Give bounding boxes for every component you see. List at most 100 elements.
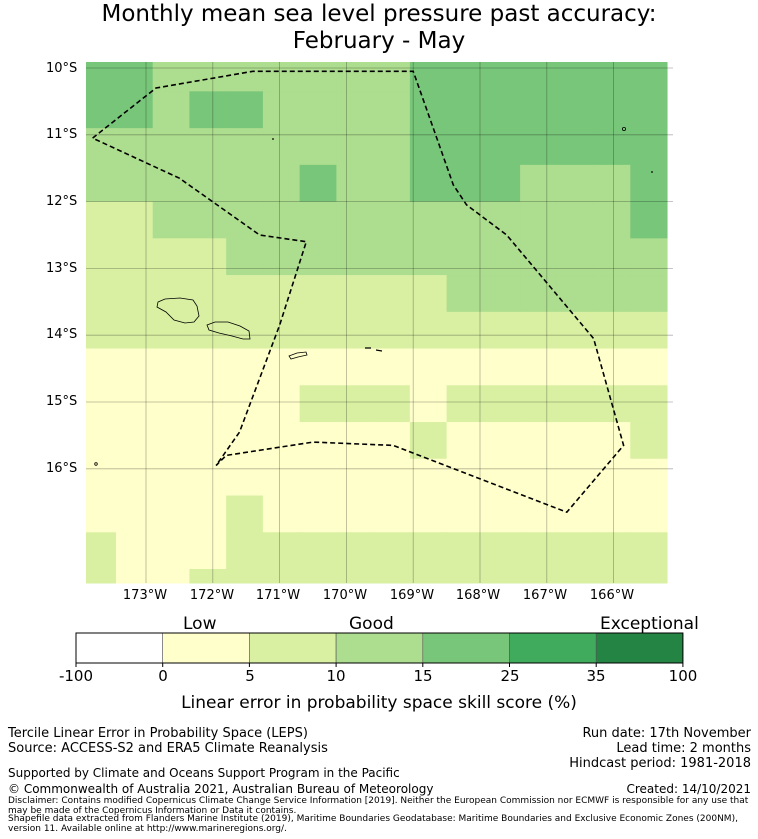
skill-cell [262, 569, 301, 584]
skill-cell [336, 385, 374, 423]
skill-cell [630, 348, 668, 386]
island-tutuila [288, 351, 308, 360]
skill-cell [446, 62, 484, 92]
skill-cell [593, 532, 631, 570]
skill-cell [483, 348, 521, 386]
skill-cell [152, 385, 190, 423]
skill-cell [336, 91, 374, 129]
skill-cell [593, 164, 631, 203]
skill-cell [373, 128, 411, 166]
skill-cell [483, 385, 521, 423]
skill-cell [409, 275, 448, 313]
skill-cell [115, 201, 154, 239]
skill-cell [226, 495, 264, 533]
skill-cell [86, 569, 117, 584]
colorbar-category-good: Good [349, 614, 394, 634]
skill-cell [262, 422, 301, 460]
island-manua [365, 347, 383, 352]
island-savaii [156, 297, 200, 324]
islands [94, 127, 653, 466]
skill-cell [115, 128, 154, 166]
skill-cell [483, 201, 521, 239]
skill-cell [152, 532, 190, 570]
skill-cell [226, 311, 264, 350]
skill-cell [630, 458, 668, 497]
skill-cell [556, 532, 595, 570]
skill-cell [189, 275, 227, 313]
lon-label-173w: 173°W [122, 588, 168, 603]
skill-cell [483, 275, 521, 313]
support-text: Supported by Climate and Oceans Support … [8, 766, 400, 780]
skill-cell [152, 275, 190, 313]
skill-cell [115, 495, 154, 533]
skill-cell [262, 62, 301, 92]
skill-cell [446, 311, 484, 350]
skill-cell [593, 495, 631, 533]
skill-cell [226, 458, 264, 497]
lon-label-172w: 172°W [189, 588, 235, 603]
skill-cell [152, 128, 190, 166]
island-upolu [206, 321, 251, 340]
island-wallis [94, 462, 98, 466]
skill-cell [409, 348, 448, 386]
skill-cell [152, 495, 190, 533]
skill-cell [373, 385, 411, 423]
skill-cell [630, 201, 668, 239]
skill-cell [115, 458, 154, 497]
island-nukunonu [622, 127, 627, 132]
skill-cell [446, 569, 484, 584]
skill-cell [409, 201, 448, 239]
skill-cell [299, 348, 337, 386]
skill-cell [262, 128, 301, 166]
colorbar [75, 632, 684, 667]
skill-cell [520, 91, 558, 129]
skill-cell [520, 348, 558, 386]
lat-label-12s: 12°S [46, 194, 78, 209]
skill-cell [409, 164, 448, 203]
skill-cell [556, 201, 595, 239]
skill-cell [630, 422, 668, 460]
skill-cell [115, 532, 154, 570]
lat-label-13s: 13°S [46, 261, 78, 276]
skill-cell [189, 201, 227, 239]
skill-cell [483, 569, 521, 584]
method-text: Tercile Linear Error in Probability Spac… [8, 726, 308, 741]
colorbar-tick-label: 35 [586, 667, 606, 685]
skill-cell [299, 201, 337, 239]
skill-cell [86, 164, 117, 203]
skill-cell [520, 275, 558, 313]
skill-cell [299, 311, 337, 350]
skill-cell [630, 311, 668, 350]
lon-label-166w: 166°W [589, 588, 635, 603]
skill-cell [86, 201, 117, 239]
skill-cell [446, 91, 484, 129]
skill-cell [189, 91, 227, 129]
skill-cell [86, 422, 117, 460]
skill-cell [189, 458, 227, 497]
skill-cell [630, 62, 668, 92]
skill-cell [336, 495, 374, 533]
skill-cell [409, 422, 448, 460]
skill-cell [593, 458, 631, 497]
skill-cell [226, 91, 264, 129]
skill-cell [556, 91, 595, 129]
skill-cell [409, 128, 448, 166]
skill-cell [226, 532, 264, 570]
skill-cell [630, 275, 668, 313]
skill-cell [446, 348, 484, 386]
skill-cell [520, 62, 558, 92]
skill-cell [86, 62, 117, 92]
skill-cell [483, 495, 521, 533]
skill-cell [630, 569, 668, 584]
skill-cell [226, 422, 264, 460]
skill-cell [630, 164, 668, 203]
skill-cell [630, 495, 668, 533]
skill-cell [373, 422, 411, 460]
skill-cell [520, 201, 558, 239]
skill-cell [446, 495, 484, 533]
skill-cell [409, 458, 448, 497]
skill-cell [262, 201, 301, 239]
skill-cell [152, 348, 190, 386]
skill-cell [520, 532, 558, 570]
skill-cell [189, 422, 227, 460]
